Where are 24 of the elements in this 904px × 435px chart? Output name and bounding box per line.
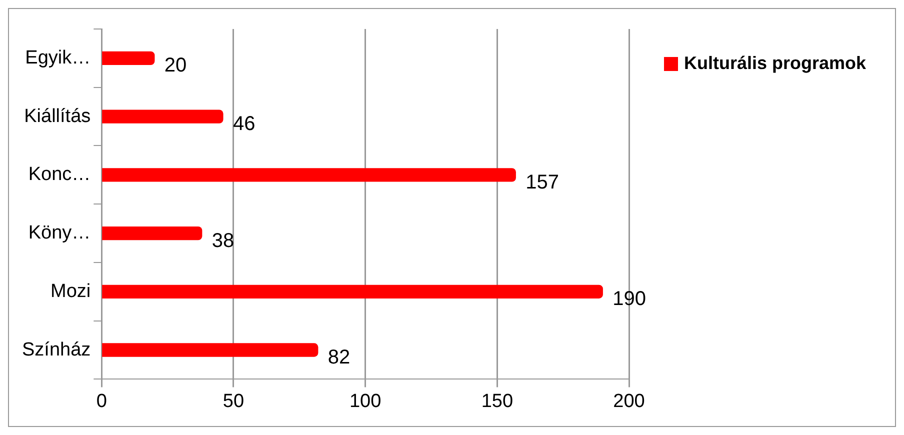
bar	[102, 51, 155, 66]
y-tick-label: Konc…	[28, 164, 91, 186]
data-label: 190	[612, 288, 646, 310]
bar	[102, 168, 516, 182]
data-label: 20	[164, 54, 187, 77]
y-tick-label: Mozi	[50, 280, 91, 302]
x-tick-label: 150	[481, 390, 514, 412]
y-tick-label: Egyik…	[25, 47, 91, 68]
x-tick-label: 50	[222, 390, 244, 412]
bar	[102, 343, 318, 357]
data-label: 46	[232, 113, 256, 136]
x-tick-label: 200	[613, 390, 645, 412]
y-tick-label: Köny…	[28, 222, 91, 244]
data-label: 82	[328, 346, 350, 369]
data-label: 38	[212, 230, 234, 252]
x-tick-label: 100	[349, 390, 382, 412]
y-tick-label: Színház	[22, 339, 91, 360]
bar	[102, 110, 224, 124]
bar	[102, 226, 202, 240]
x-tick-label: 0	[96, 390, 107, 412]
bar	[102, 284, 603, 298]
data-label: 157	[526, 171, 559, 194]
legend-label: Kulturális programok	[684, 53, 866, 74]
y-tick-label: Kiállítás	[24, 106, 91, 127]
